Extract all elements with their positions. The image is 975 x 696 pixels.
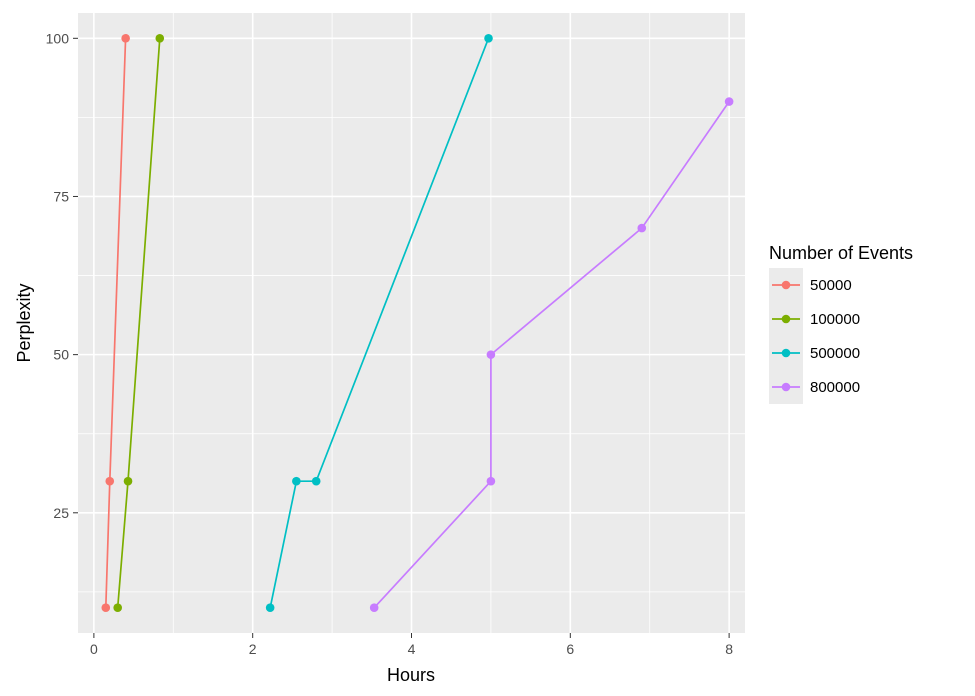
data-point [266, 603, 275, 612]
y-tick-label: 75 [53, 188, 69, 204]
x-tick-label: 4 [408, 641, 416, 657]
data-point [487, 477, 496, 486]
legend: Number of Events 50000 100000 500000 800000 [769, 243, 913, 404]
legend-item-500000: 500000 [769, 336, 860, 370]
y-tick-label: 50 [53, 347, 69, 363]
legend-item-50000: 50000 [769, 268, 852, 302]
data-point [124, 477, 133, 486]
data-point [121, 34, 130, 43]
legend-title: Number of Events [769, 243, 913, 263]
legend-label: 100000 [810, 311, 860, 328]
x-tick-label: 0 [90, 641, 98, 657]
legend-key-point [782, 315, 791, 324]
data-point [370, 603, 379, 612]
legend-key-point [782, 349, 791, 358]
data-point [101, 603, 110, 612]
x-tick-label: 6 [566, 641, 574, 657]
data-point [487, 350, 496, 359]
legend-label: 800000 [810, 379, 860, 396]
legend-item-800000: 800000 [769, 370, 860, 404]
legend-key-point [782, 281, 791, 290]
data-point [484, 34, 493, 43]
data-point [292, 477, 301, 486]
data-point [637, 224, 646, 233]
x-tick-label: 8 [725, 641, 733, 657]
legend-label: 500000 [810, 345, 860, 362]
y-axis: 25 50 75 100 [46, 30, 78, 520]
data-point [113, 603, 122, 612]
data-point [312, 477, 321, 486]
legend-label: 50000 [810, 277, 852, 294]
legend-item-100000: 100000 [769, 302, 860, 336]
x-tick-label: 2 [249, 641, 257, 657]
data-point [105, 477, 114, 486]
legend-key-point [782, 383, 791, 392]
data-point [725, 97, 734, 106]
y-axis-title: Perplexity [14, 283, 34, 362]
y-tick-label: 25 [53, 505, 69, 521]
x-axis: 0 2 4 6 8 [90, 633, 733, 657]
y-tick-label: 100 [46, 30, 70, 46]
x-axis-title: Hours [387, 665, 435, 685]
data-point [155, 34, 164, 43]
